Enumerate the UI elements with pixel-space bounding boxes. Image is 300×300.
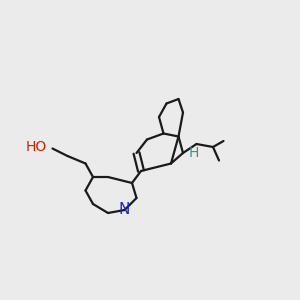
Text: H: H — [189, 146, 200, 160]
Text: N: N — [119, 202, 130, 217]
Text: HO: HO — [25, 140, 46, 154]
